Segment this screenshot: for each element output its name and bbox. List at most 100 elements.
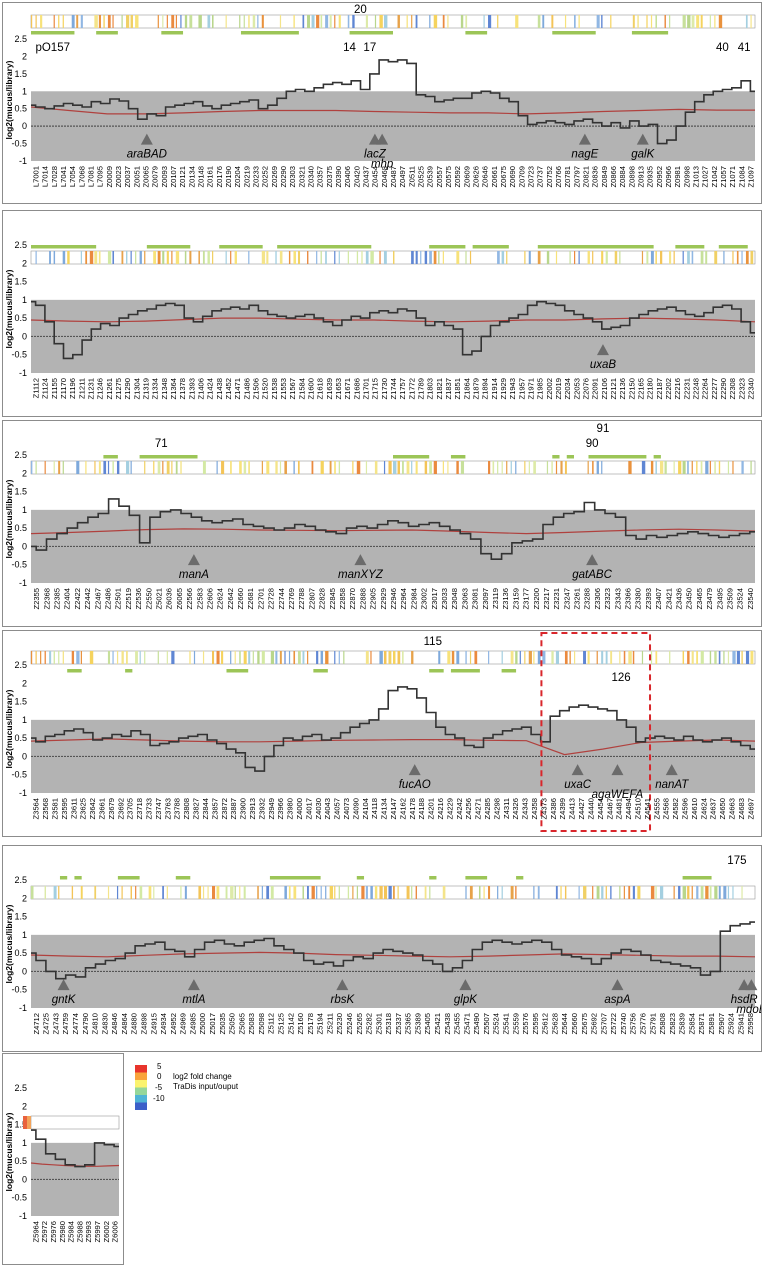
heat-stripe <box>637 886 641 899</box>
x-tick-label: Z5112 <box>267 1013 276 1034</box>
x-tick-label: Z0766 <box>554 166 563 188</box>
x-tick-label: Z2624 <box>216 588 225 610</box>
gene-marker-arrow <box>636 133 649 145</box>
heat-stripe <box>266 886 270 899</box>
heat-stripe <box>307 251 309 264</box>
heat-stripe <box>420 251 422 264</box>
heat-stripe <box>370 251 374 264</box>
x-tick-label: Z5246 <box>345 1013 354 1035</box>
heat-stripe <box>329 886 334 899</box>
x-tick-label: Z4683 <box>737 798 746 820</box>
heat-stripe <box>40 15 43 28</box>
gene-marker-arrow <box>140 133 153 145</box>
gene-label: fucAO <box>399 779 431 791</box>
x-tick-label: Z0592 <box>453 166 462 188</box>
gene-label: aspA <box>604 994 631 1006</box>
heat-stripe <box>587 251 590 264</box>
heat-stripe <box>234 651 236 664</box>
x-tick-label: Z3159 <box>511 588 520 610</box>
heat-stripe <box>166 15 168 28</box>
legend: 5 0 -5 -10 log2 fold change TraDis input… <box>135 1062 275 1115</box>
heat-stripe <box>696 651 699 664</box>
x-tick-label: Z5976 <box>49 1221 58 1243</box>
heat-stripe <box>433 461 437 474</box>
heat-stripe <box>62 461 64 474</box>
x-tick-label: Z5791 <box>648 1013 657 1035</box>
x-tick-label: Z4454 <box>596 798 605 820</box>
heat-stripe <box>745 651 750 664</box>
heat-stripe <box>601 461 603 474</box>
x-tick-label: Z3261 <box>573 588 582 610</box>
x-tick-label: Z2701 <box>256 588 265 610</box>
x-tick-label: Z2642 <box>226 588 235 610</box>
x-tick-label: Z3306 <box>593 588 602 610</box>
heat-stripe <box>442 461 444 474</box>
x-tick-label: Z4043 <box>323 798 332 820</box>
x-tick-label: Z2905 <box>369 588 378 610</box>
heat-stripe <box>316 251 318 264</box>
heat-stripe <box>44 461 46 474</box>
heat-stripe <box>112 251 115 264</box>
x-tick-label: Z0952 <box>655 166 664 188</box>
x-tick-label: Z1600 <box>307 378 316 400</box>
gene-marker-arrow <box>571 764 584 776</box>
x-tick-label: Z3872 <box>220 798 229 820</box>
heat-stripe <box>58 651 60 664</box>
heat-stripe <box>293 15 295 28</box>
x-tick-label: Z1715 <box>371 378 380 400</box>
x-tick-label: Z4326 <box>511 798 520 820</box>
y-tick-label: -0.5 <box>11 560 27 570</box>
feature-bar <box>103 455 118 459</box>
heat-stripe <box>230 461 232 474</box>
feature-bar <box>277 245 372 249</box>
gene-label: nanAT <box>655 779 689 791</box>
x-tick-label: Z1653 <box>334 378 343 400</box>
x-tick-label: Z2845 <box>328 588 337 610</box>
y-axis-label: log2(mucus/library) <box>4 689 14 768</box>
x-tick-label: Z4725 <box>42 1013 51 1035</box>
x-tick-label: Z2187 <box>655 378 664 400</box>
heat-stripe <box>107 251 112 264</box>
x-tick-label: Z3393 <box>644 588 653 610</box>
x-tick-label: Z1864 <box>462 378 471 400</box>
feature-bar <box>31 245 97 249</box>
heat-stripe <box>497 461 499 474</box>
x-tick-label: Z0406 <box>343 166 352 188</box>
heat-stripe <box>700 651 704 664</box>
feature-bar <box>465 31 488 35</box>
heat-stripe <box>71 15 75 28</box>
heat-stripe <box>166 251 169 264</box>
x-tick-label: Z4915 <box>149 1013 158 1035</box>
x-tick-label: Z2606 <box>206 588 215 610</box>
x-tick-label: Z5230 <box>335 1013 344 1035</box>
x-tick-label: Z1196 <box>68 378 77 399</box>
x-tick-label: Z5142 <box>286 1013 295 1035</box>
heat-stripe <box>709 461 711 474</box>
heat-stripe <box>551 651 554 664</box>
chart-panel-5: 2.5 2 1.5 1 0.5 0 -0.5 -1 log2(mucus/library) gnt… <box>2 845 762 1052</box>
x-tick-label: Z4610 <box>690 798 699 820</box>
x-tick-label: Z3966 <box>276 798 285 820</box>
heat-stripe <box>379 886 383 899</box>
heat-stripe <box>307 886 309 899</box>
heat-stripe <box>637 15 639 28</box>
x-tick-label: Z3844 <box>201 798 210 820</box>
x-tick-label: Z2769 <box>287 588 296 610</box>
x-tick-label: Z5035 <box>218 1013 227 1035</box>
heat-stripe <box>356 461 361 474</box>
x-tick-label: Z4759 <box>61 1013 70 1035</box>
heat-stripe <box>700 15 703 28</box>
heat-stripe <box>130 461 132 474</box>
heat-stripe <box>383 651 387 664</box>
heat-stripe <box>610 886 612 899</box>
heat-stripe <box>107 886 110 899</box>
x-tick-label: Z5958 <box>746 1013 755 1035</box>
feature-bar <box>429 876 437 880</box>
feature-bar <box>465 876 488 880</box>
x-tick-label: Z4510 <box>634 798 643 820</box>
x-tick-label: Z5997 <box>93 1221 102 1243</box>
x-tick-label: Z5098 <box>257 1013 266 1035</box>
heat-stripe <box>456 251 460 264</box>
gene-label: mhp <box>371 159 394 171</box>
x-tick-label: Z2583 <box>195 588 204 610</box>
